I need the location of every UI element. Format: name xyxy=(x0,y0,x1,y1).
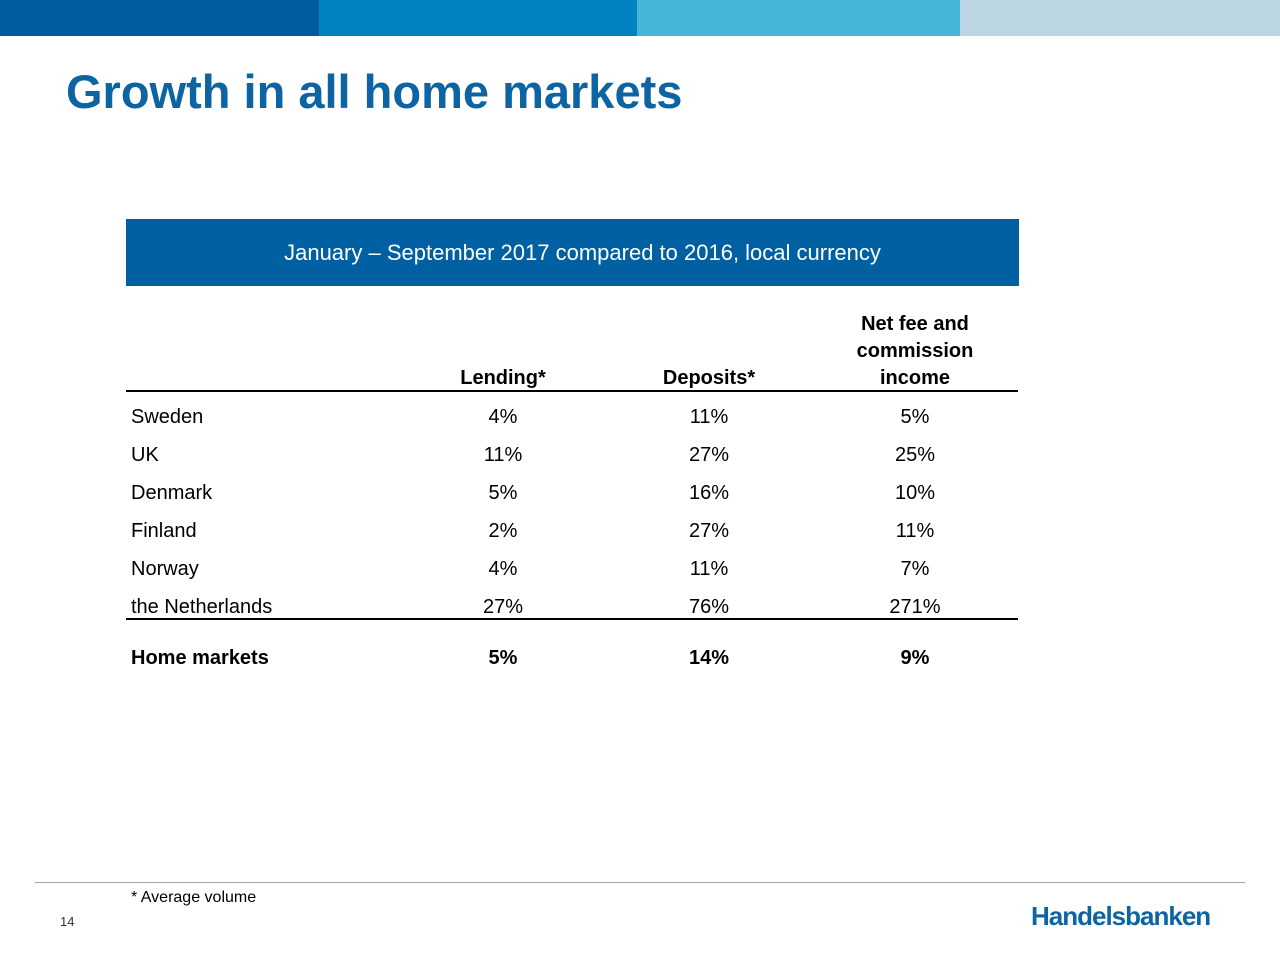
band-segment-pale-blue xyxy=(960,0,1280,36)
row-fee: 11% xyxy=(895,520,935,542)
page-number: 14 xyxy=(60,914,75,929)
brand-logo: Handelsbanken xyxy=(1031,901,1211,931)
row-lending: 4% xyxy=(488,558,518,580)
row-deposits: 27% xyxy=(688,520,730,542)
row-deposits: 11% xyxy=(689,406,729,428)
band-segment-dark-blue xyxy=(0,0,319,36)
header-lending: Lending* xyxy=(460,367,546,389)
row-lending: 2% xyxy=(488,520,518,542)
header-deposits: Deposits* xyxy=(662,367,756,389)
row-lending: 4% xyxy=(488,406,518,428)
row-country: UK xyxy=(131,444,159,466)
row-country: Norway xyxy=(131,558,199,580)
row-deposits: 11% xyxy=(689,558,729,580)
row-fee: 25% xyxy=(894,444,936,466)
header-rule xyxy=(126,390,1018,392)
row-deposits: 27% xyxy=(688,444,730,466)
header-fee-line-3: income xyxy=(879,367,951,389)
band-segment-blue xyxy=(319,0,637,36)
row-lending: 11% xyxy=(483,444,523,466)
row-lending: 5% xyxy=(488,482,518,504)
row-country: the Netherlands xyxy=(131,596,273,618)
row-deposits: 76% xyxy=(688,596,730,618)
footer-divider xyxy=(35,882,1245,883)
total-deposits: 14% xyxy=(688,647,730,669)
total-fee: 9% xyxy=(900,647,930,669)
header-fee-line-1: Net fee and xyxy=(861,313,969,335)
row-lending: 27% xyxy=(482,596,524,618)
row-country: Denmark xyxy=(131,482,213,504)
subtitle-text: January – September 2017 compared to 201… xyxy=(284,239,881,265)
total-lending: 5% xyxy=(488,647,518,669)
top-color-band xyxy=(0,0,1280,36)
footnote: * Average volume xyxy=(131,889,257,906)
row-country: Sweden xyxy=(131,406,204,428)
row-deposits: 16% xyxy=(688,482,730,504)
total-country: Home markets xyxy=(131,647,269,669)
row-fee: 7% xyxy=(900,558,930,580)
row-fee: 5% xyxy=(900,406,930,428)
subtitle-banner: January – September 2017 compared to 201… xyxy=(126,219,1019,286)
row-fee: 10% xyxy=(894,482,936,504)
row-country: Finland xyxy=(131,520,197,542)
row-fee: 271% xyxy=(889,596,941,618)
slide-title: Growth in all home markets xyxy=(66,65,683,118)
total-rule xyxy=(126,618,1018,620)
header-fee-line-2: commission xyxy=(856,340,974,362)
band-segment-light-blue xyxy=(637,0,960,36)
